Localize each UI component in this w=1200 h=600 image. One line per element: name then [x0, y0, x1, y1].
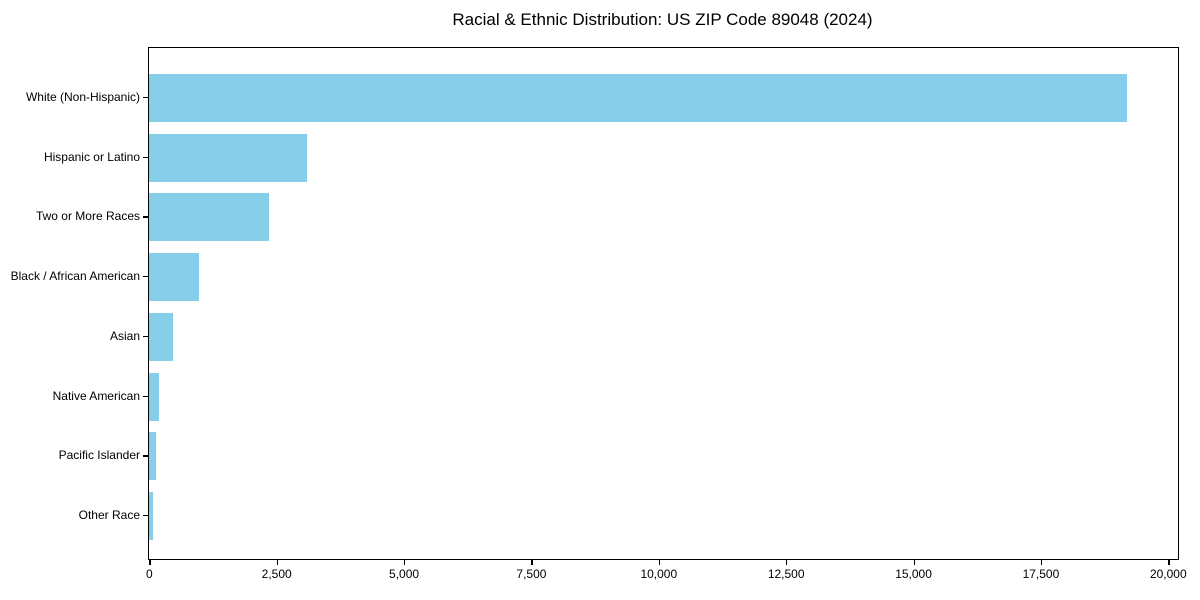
- x-tick-label: 15,000: [895, 567, 932, 581]
- bar-hispanic-or-latino: [149, 133, 307, 182]
- x-tick-label: 10,000: [640, 567, 678, 581]
- x-tick-mark: [786, 559, 788, 565]
- x-tick-label: 20,000: [1149, 567, 1187, 581]
- chart-title: Racial & Ethnic Distribution: US ZIP Cod…: [452, 10, 873, 29]
- y-tick-mark: [143, 156, 148, 158]
- y-tick-label: White (Non-Hispanic): [25, 90, 140, 104]
- x-tick-mark: [404, 559, 406, 565]
- x-tick-mark: [913, 559, 915, 565]
- y-tick-label: Native American: [52, 388, 140, 403]
- y-tick-mark: [143, 395, 148, 397]
- bar-black-african-american: [149, 253, 199, 302]
- x-tick-label: 2,500: [261, 567, 292, 581]
- plot-area: [148, 47, 1179, 560]
- y-tick-label: Other Race: [78, 507, 140, 522]
- y-tick-mark: [143, 335, 148, 338]
- bar-two-or-more-races: [149, 193, 269, 242]
- x-tick-mark: [276, 559, 278, 565]
- x-tick-label: 5,000: [389, 567, 420, 581]
- y-tick-mark: [143, 514, 148, 517]
- y-tick-mark: [143, 276, 148, 278]
- y-tick-label: Two or More Races: [35, 209, 140, 224]
- y-tick-label: Pacific Islander: [58, 448, 140, 463]
- bar-asian: [149, 312, 173, 361]
- y-tick-label: Asian: [109, 328, 140, 343]
- x-tick-label: 17,500: [1022, 567, 1060, 581]
- y-tick-mark: [143, 97, 148, 99]
- bar-white-non-hispanic: [149, 74, 1128, 122]
- x-tick-label: 0: [145, 567, 153, 581]
- x-tick-mark: [1168, 559, 1170, 565]
- x-tick-label: 7,500: [516, 567, 547, 581]
- bar-native-american: [149, 372, 160, 421]
- y-tick-mark: [143, 216, 148, 218]
- y-tick-mark: [143, 455, 148, 457]
- x-tick-mark: [149, 559, 151, 565]
- y-tick-label: Hispanic or Latino: [43, 149, 140, 164]
- y-tick-label: Black / African American: [10, 269, 140, 284]
- x-tick-label: 12,500: [767, 567, 805, 581]
- bar-pacific-islander: [149, 432, 157, 481]
- bar-other-race: [149, 491, 153, 540]
- x-tick-mark: [658, 559, 661, 565]
- x-tick-mark: [531, 559, 533, 565]
- x-tick-mark: [1040, 559, 1043, 565]
